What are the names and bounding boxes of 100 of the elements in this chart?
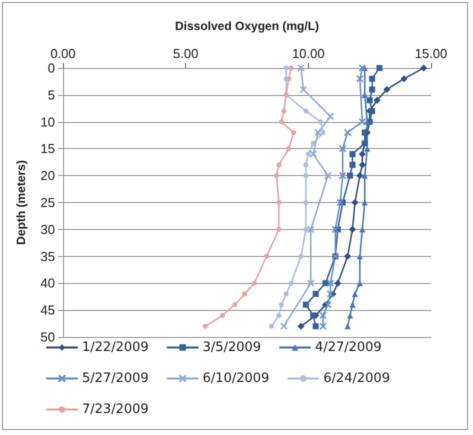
point [242,291,248,296]
point [318,119,324,124]
point [369,108,376,114]
y-axis-title: Depth (meters) [14,160,28,245]
y-tick-label: 40 [40,276,55,291]
point [312,323,319,330]
point [300,86,308,94]
legend-label: 4/27/2009 [315,340,382,355]
y-tick-label: 25 [40,195,55,210]
point [324,172,332,180]
point [347,312,354,318]
point [376,65,382,71]
x-tick-label: 10.00 [292,46,325,61]
legend-label: 5/27/2009 [82,371,149,386]
y-tick-label: 20 [40,168,55,184]
point [303,226,308,232]
point [291,130,296,136]
point [344,252,352,260]
point [284,66,289,70]
point [303,173,308,178]
point [319,322,327,330]
point [220,312,225,318]
point [303,200,308,205]
point [352,290,358,297]
x-tick-label: 0.00 [50,46,76,61]
point [324,300,332,308]
point [366,97,373,104]
point [348,226,356,233]
point [358,64,366,72]
y-tick-label: 5 [48,87,55,102]
point [338,172,346,180]
legend-label: 3/5/2009 [202,340,262,355]
point [332,226,340,234]
y-tick-label: 10 [40,114,55,130]
point [326,290,334,298]
point [358,161,366,168]
point [232,302,238,308]
y-tick-label: 30 [40,222,55,237]
point [358,118,366,126]
point [349,302,356,308]
y-tick-label: 15 [40,141,55,156]
point [306,152,311,157]
point [278,302,284,308]
point [310,140,316,146]
point [362,172,368,179]
point [349,162,356,168]
point [334,280,342,287]
point [309,150,317,158]
point [336,198,344,206]
point [274,173,279,178]
point [358,150,366,158]
point [264,254,270,259]
legend-label: 7/23/2009 [82,402,149,417]
point [369,76,376,82]
point [303,162,308,168]
y-tick-label: 35 [40,248,55,264]
legend-label: 1/22/2009 [82,340,149,355]
point [278,119,284,124]
point [303,108,308,114]
y-tick-label: 50 [40,330,55,344]
point [286,76,292,82]
point [362,130,368,136]
point [288,280,294,286]
point [369,86,376,93]
point [297,64,305,72]
point [344,323,351,330]
point [276,226,282,232]
point [356,172,364,180]
point [383,86,390,94]
point [307,226,315,234]
point [356,75,364,83]
point [344,128,352,136]
point [286,146,292,152]
point [364,146,370,152]
point [288,66,294,70]
point [269,324,274,329]
point [326,112,334,120]
x-tick-label: 5.00 [173,46,198,61]
point [320,130,326,136]
y-tick-label: 0 [48,60,55,76]
point [302,302,309,308]
point [307,279,315,287]
point [310,312,316,318]
point [314,128,322,136]
point [202,324,208,329]
point [297,322,304,330]
point [351,199,358,206]
point [252,280,257,286]
point [400,75,408,82]
point [276,162,282,168]
point [347,172,354,179]
legend-label: 6/10/2009 [202,371,270,386]
point [284,291,289,296]
x-axis-title: Dissolved Oxygen (mg/L) [174,19,320,33]
point [298,254,304,259]
point [349,151,356,158]
point [280,322,288,330]
point [374,96,381,104]
point [326,279,334,287]
point [322,280,329,286]
